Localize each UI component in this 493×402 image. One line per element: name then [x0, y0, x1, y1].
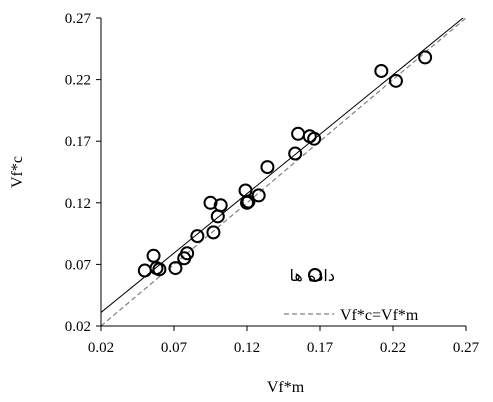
- legend-marker: [308, 268, 322, 282]
- data-point: [418, 50, 433, 65]
- data-point: [241, 194, 256, 209]
- data-point: [213, 198, 228, 213]
- legend: داده ها Vf*c=Vf*m: [284, 266, 419, 324]
- legend-label-data: داده ها: [290, 266, 335, 285]
- data-point: [388, 73, 403, 88]
- data-point: [206, 225, 221, 240]
- legend-label-identity: Vf*c=Vf*m: [340, 307, 419, 324]
- y-tick-label: 0.27: [65, 11, 92, 27]
- data-point: [146, 248, 161, 263]
- data-point: [210, 209, 225, 224]
- data-point: [251, 188, 266, 203]
- data-point: [288, 146, 303, 161]
- data-point: [260, 160, 275, 175]
- data-point: [307, 131, 322, 146]
- y-tick-label: 0.17: [65, 134, 92, 150]
- y-axis-title: Vf*c: [9, 156, 26, 188]
- x-axis-title: Vf*m: [267, 379, 305, 396]
- x-tick-label: 0.27: [453, 340, 480, 356]
- x-tick-label: 0.02: [88, 340, 114, 356]
- y-tick-label: 0.02: [65, 319, 91, 335]
- data-point: [291, 126, 306, 141]
- data-point: [180, 246, 195, 261]
- data-point: [240, 195, 254, 210]
- x-tick-label: 0.07: [161, 340, 188, 356]
- x-tick-label: 0.12: [234, 340, 260, 356]
- data-point: [190, 229, 205, 244]
- data-point: [137, 263, 152, 278]
- y-tick-label: 0.22: [65, 73, 91, 89]
- y-tick-label: 0.12: [65, 196, 91, 212]
- data-point: [168, 261, 183, 276]
- data-point: [152, 262, 167, 277]
- identity-line: [101, 18, 466, 326]
- y-tick-label: 0.07: [65, 257, 92, 273]
- data-point: [203, 195, 218, 210]
- data-point: [374, 63, 389, 78]
- x-tick-label: 0.22: [380, 340, 406, 356]
- x-tick-label: 0.17: [307, 340, 334, 356]
- fit-line: [101, 18, 464, 313]
